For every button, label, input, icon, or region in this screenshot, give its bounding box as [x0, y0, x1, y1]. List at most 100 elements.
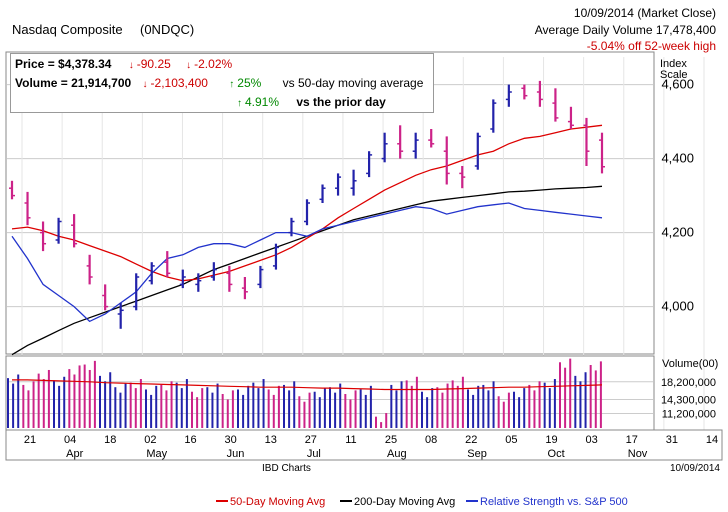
- legend-ma50: 50-Day Moving Avg: [230, 496, 325, 508]
- scale-label-index: Index: [660, 58, 687, 70]
- volume-tick-label: 14,300,000: [661, 394, 716, 406]
- x-tick-label: 22: [465, 434, 477, 446]
- x-tick-label: 14: [706, 434, 718, 446]
- vol-vs-50-text: vs 50-day moving average: [282, 76, 424, 90]
- price-bar: [9, 180, 15, 200]
- ma50-path: [11, 124, 603, 282]
- price-bar: [459, 166, 466, 189]
- price-bar: [397, 125, 404, 159]
- date-line: 10/09/2014 (Market Close): [574, 6, 716, 20]
- price-bar: [366, 151, 373, 178]
- price-bar: [583, 117, 590, 166]
- price-bar: [133, 273, 140, 311]
- chart-title: Nasdaq Composite: [12, 22, 123, 37]
- price-bars: [9, 80, 605, 329]
- x-tick-label: 18: [104, 434, 116, 446]
- down-arrow-icon: ↓: [186, 60, 192, 71]
- x-month-label: Apr: [66, 448, 83, 460]
- price-bar: [599, 132, 605, 174]
- x-tick-label: 19: [545, 434, 557, 446]
- volume-tick-label: 18,200,000: [661, 377, 716, 389]
- y-tick-label: 4,400: [661, 151, 694, 166]
- price-bar: [24, 191, 31, 226]
- footer-source: IBD Charts: [262, 463, 311, 474]
- price-bar: [443, 136, 450, 185]
- rs-path: [11, 202, 603, 323]
- x-tick-label: 21: [24, 434, 36, 446]
- x-tick-label: 11: [345, 434, 356, 446]
- price-bar: [552, 88, 559, 122]
- footer-date: 10/09/2014: [670, 463, 720, 474]
- x-month-label: Aug: [387, 448, 407, 460]
- price-bar: [117, 302, 124, 329]
- price-bar: [350, 169, 357, 196]
- volume-change-value: -2,103,400: [150, 76, 208, 90]
- x-month-label: May: [146, 448, 167, 460]
- vol-vs-prior-value: 4.91%: [245, 95, 280, 109]
- x-tick-label: 08: [425, 434, 437, 446]
- price-bar: [241, 277, 248, 300]
- x-tick-label: 16: [184, 434, 196, 446]
- price-bar: [474, 132, 481, 170]
- x-tick-label: 02: [144, 434, 156, 446]
- price-bar: [412, 132, 419, 159]
- volume-ma-path: [12, 379, 603, 391]
- volume-ma-line: [12, 379, 603, 391]
- price-bar: [490, 99, 497, 133]
- x-tick-label: 30: [224, 434, 236, 446]
- price-bar: [164, 251, 171, 277]
- price-bar: [381, 132, 388, 163]
- volume-bars: [7, 358, 602, 428]
- info-box: Price = $4,378.34 ↓ -90.25 ↓ -2.02% Volume…: [10, 53, 434, 113]
- price-bar: [71, 214, 78, 248]
- price-bar: [148, 262, 155, 285]
- up-arrow-icon: ↑: [229, 79, 235, 90]
- x-tick-label: 31: [666, 434, 678, 446]
- volume-change: ↓ -2,103,400: [143, 76, 208, 90]
- price-bar: [304, 199, 310, 226]
- price-bar: [521, 84, 528, 100]
- y-tick-label: 4,000: [661, 299, 694, 314]
- legend: 50-Day Moving Avg 200-Day Moving Avg Rel…: [216, 496, 628, 508]
- up-arrow-icon: ↑: [237, 98, 242, 109]
- price-bar: [226, 265, 233, 292]
- price-bar: [335, 173, 342, 196]
- price-change-value: -90.25: [136, 57, 171, 71]
- chart-symbol: (0NDQC): [140, 22, 194, 37]
- x-month-label: Nov: [628, 448, 648, 460]
- price-pct-value: -2.02%: [194, 57, 233, 71]
- x-axis: 21 04 Apr 18 02 May 16 30 Jun 13 27 Jul 11 25 Aug 08 22 S…: [24, 434, 718, 460]
- off-high: -5.04% off 52-week high: [587, 39, 716, 53]
- y-tick-label: 4,200: [661, 225, 694, 240]
- price-bar: [179, 269, 186, 289]
- x-tick-label: 27: [305, 434, 317, 446]
- down-arrow-icon: ↓: [128, 60, 134, 71]
- volume-tick-label: 11,200,000: [662, 408, 716, 420]
- price-bar: [210, 262, 217, 281]
- x-tick-label: 13: [265, 434, 277, 446]
- x-tick-label: 25: [385, 434, 397, 446]
- x-tick-label: 04: [64, 434, 76, 446]
- price-bar: [288, 217, 295, 237]
- scale-label-scale: Scale: [660, 69, 688, 81]
- prior-row: ↑ 4.91% vs the prior day: [237, 94, 386, 110]
- vol-vs-50: ↑ 25%: [229, 76, 261, 90]
- price-bar: [272, 243, 279, 270]
- price-bar: [86, 254, 93, 285]
- x-tick-label: 05: [505, 434, 517, 446]
- price-bar: [319, 184, 326, 203]
- price-bar: [102, 284, 109, 311]
- volume-label: Volume = 21,914,700: [15, 76, 132, 90]
- legend-ma200: 200-Day Moving Avg: [354, 496, 455, 508]
- vol-vs-prior-text: vs the prior day: [296, 95, 386, 109]
- price-change: ↓ -90.25: [129, 57, 171, 71]
- price-row: Price = $4,378.34 ↓ -90.25 ↓ -2.02%: [15, 56, 232, 72]
- price-bar: [195, 273, 202, 292]
- down-arrow-icon: ↓: [142, 79, 148, 90]
- x-month-label: Jul: [307, 448, 321, 460]
- rs-line: [11, 202, 603, 323]
- price-bar: [257, 265, 264, 289]
- price-bar: [505, 84, 512, 107]
- price-pct: ↓ -2.02%: [186, 57, 232, 71]
- volume-row: Volume = 21,914,700 ↓ -2,103,400 ↑ 25% vs …: [15, 75, 423, 91]
